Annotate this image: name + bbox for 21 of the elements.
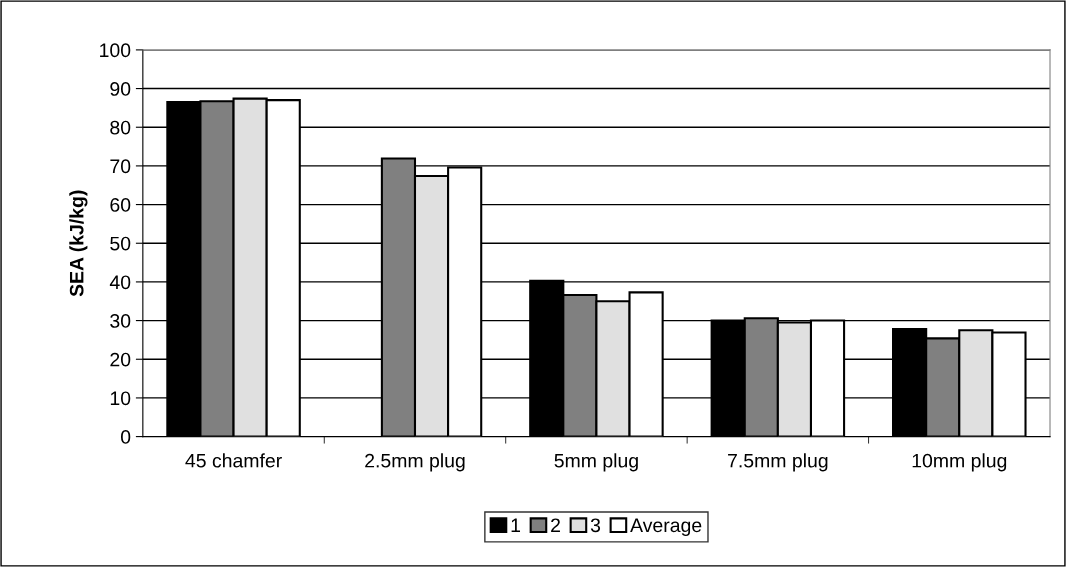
y-axis-title: SEA (kJ/kg)	[69, 190, 88, 297]
y-tick-label: 20	[110, 352, 131, 367]
legend-label: 1	[511, 518, 521, 532]
y-tick-label: 100	[100, 43, 131, 58]
legend-label: 2	[551, 518, 560, 532]
x-tick-label: 2.5mm plug	[365, 453, 465, 472]
y-tick-label: 60	[110, 198, 131, 212]
x-tick-label: 10mm plug	[912, 453, 1007, 472]
x-tick-label: 5mm plug	[554, 453, 638, 472]
y-tick-label: 50	[110, 236, 131, 251]
y-tick-label: 90	[110, 82, 131, 96]
x-tick-label: 7.5mm plug	[728, 453, 828, 472]
y-tick-label: 70	[110, 159, 131, 174]
x-tick-label: 45 chamfer	[185, 453, 282, 468]
legend-label: Average	[630, 518, 702, 537]
y-tick-label: 40	[109, 275, 131, 290]
y-tick-label: 80	[110, 120, 131, 135]
y-tick-label: 30	[110, 314, 131, 328]
y-tick-label: 0	[120, 430, 131, 444]
y-tick-label: 10	[110, 391, 131, 406]
legend-label: 3	[590, 518, 601, 533]
